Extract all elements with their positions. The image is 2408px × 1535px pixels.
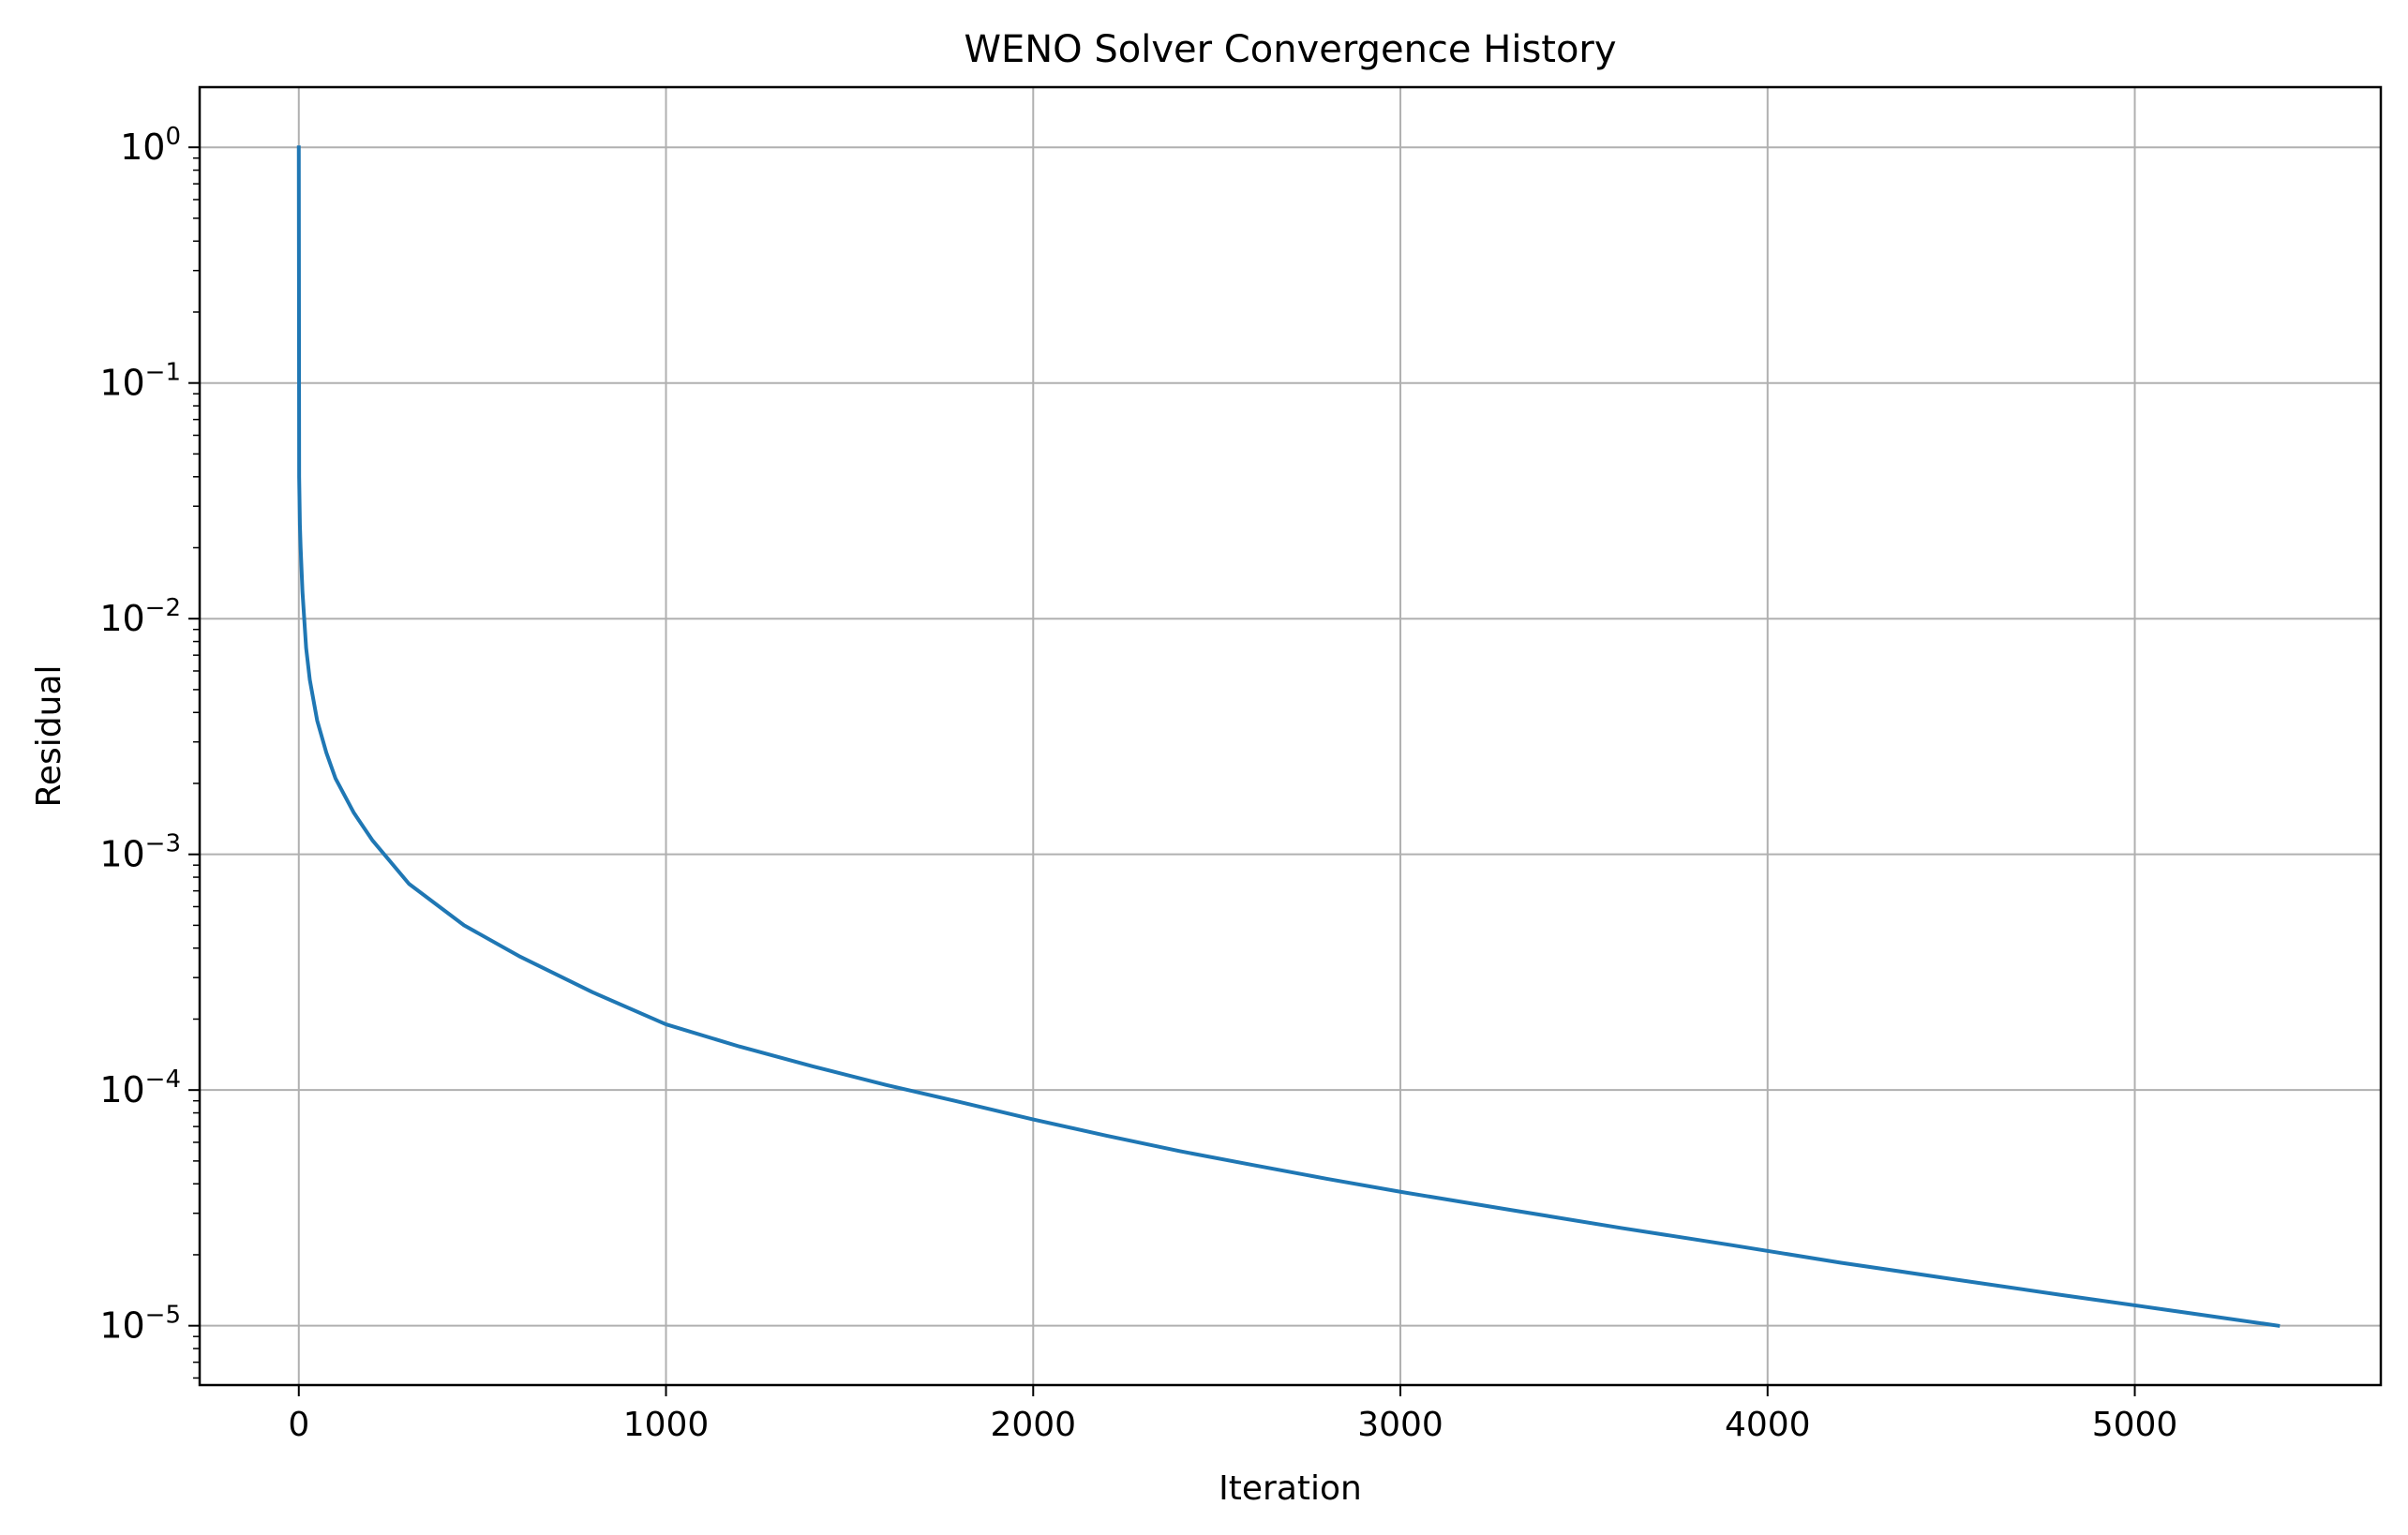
- series-line: [296, 145, 2281, 1328]
- y-axis-label: Residual: [30, 664, 68, 807]
- x-tick-label: 1000: [623, 1406, 710, 1444]
- y-tick-label: 10−1: [99, 359, 181, 404]
- x-tick-label: 3000: [1357, 1406, 1443, 1444]
- chart-title: WENO Solver Convergence History: [964, 28, 1616, 71]
- y-tick-label: 10−2: [99, 594, 181, 639]
- y-tick-label: 10−3: [99, 830, 181, 875]
- y-tick-label: 10−5: [99, 1302, 181, 1347]
- x-axis-label: Iteration: [1219, 1469, 1362, 1508]
- x-tick-label: 5000: [2092, 1406, 2178, 1444]
- y-tick-label: 100: [120, 123, 181, 168]
- series-layer: [296, 145, 2281, 1328]
- grid: [200, 87, 2381, 1385]
- x-tick-label: 0: [288, 1406, 309, 1444]
- x-tick-label: 2000: [990, 1406, 1076, 1444]
- x-tick-label: 4000: [1725, 1406, 1811, 1444]
- y-tick-label: 10−4: [99, 1066, 181, 1110]
- plot-frame: [198, 85, 2383, 1387]
- ticks: 0 1000 2000 3000 4000 5000 100 10−1 10−2 10−3 10−4…: [99, 123, 2177, 1444]
